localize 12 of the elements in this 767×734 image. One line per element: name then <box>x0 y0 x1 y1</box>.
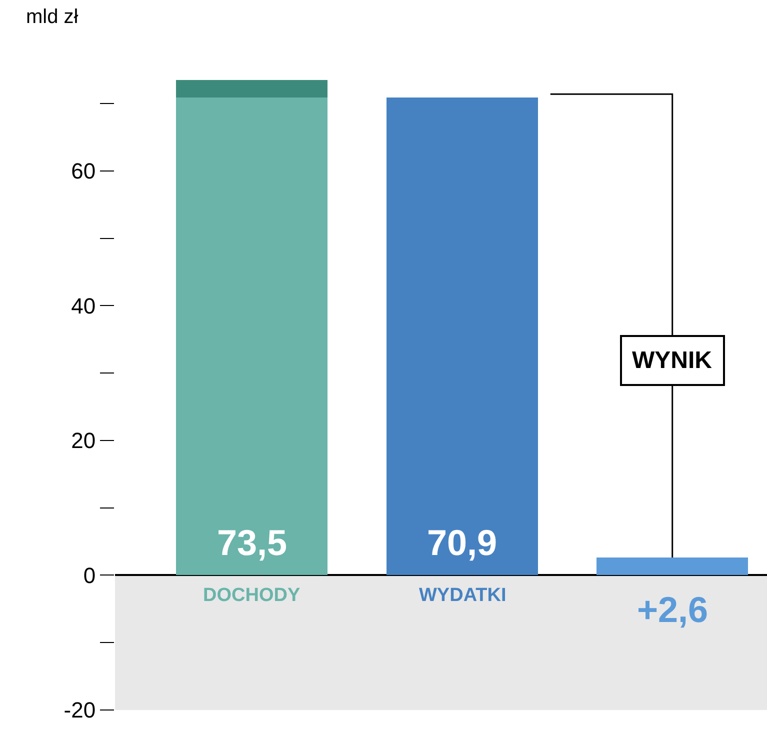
x-tick-label: WYDATKI <box>419 585 506 606</box>
y-tick-label: 0 <box>83 562 96 588</box>
y-axis-title: mld zł <box>26 6 79 28</box>
annotation: WYNIK <box>632 347 713 374</box>
x-tick-label: DOCHODY <box>203 585 300 606</box>
total-label: 73,5 <box>217 522 288 563</box>
total-label: 70,9 <box>427 522 498 563</box>
y-tick-label: 20 <box>71 428 96 454</box>
y-tick-label: -20 <box>64 698 96 723</box>
y-tick-label: 40 <box>71 293 96 318</box>
total-label: +2,6 <box>637 589 708 630</box>
y-tick-label: 60 <box>71 158 96 184</box>
